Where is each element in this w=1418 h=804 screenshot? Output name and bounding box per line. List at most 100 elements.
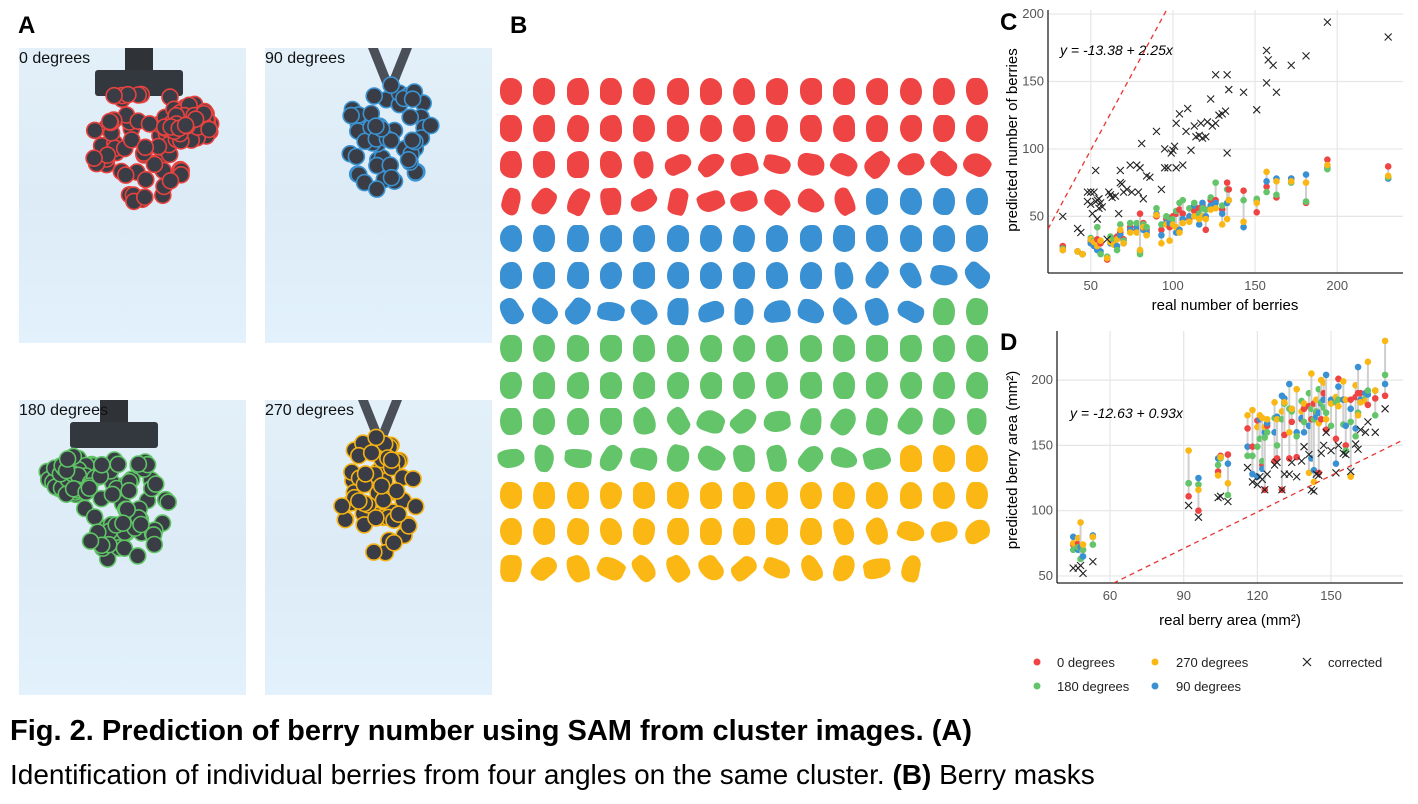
point-90-degrees <box>1354 363 1362 371</box>
berry-mask <box>799 371 822 399</box>
berry-mask <box>799 518 822 546</box>
point-corrected <box>1339 449 1348 458</box>
berry-mask <box>566 261 589 289</box>
berry-outline <box>367 117 385 135</box>
point-180-degrees <box>1254 443 1261 450</box>
point-corrected <box>1317 449 1326 458</box>
point-corrected <box>1098 203 1107 211</box>
berry-outline <box>365 543 383 561</box>
point-180-degrees <box>1273 442 1281 449</box>
berry-mask <box>566 151 589 179</box>
berry-mask <box>733 371 756 399</box>
point-corrected <box>1287 61 1296 70</box>
berry-mask <box>500 371 522 399</box>
point-270-degrees <box>1381 337 1389 345</box>
berry-mask <box>666 371 689 399</box>
berry-mask <box>699 114 722 142</box>
point-270-degrees <box>1103 254 1111 262</box>
berry-mask <box>733 481 756 509</box>
point-corrected <box>1137 139 1146 148</box>
cluster-illustration <box>341 48 440 198</box>
point-corrected <box>1214 493 1222 502</box>
point-270-degrees <box>1074 248 1081 255</box>
point-corrected <box>1323 18 1332 27</box>
y-tick-label: 150 <box>1022 73 1044 88</box>
berry-mask <box>733 224 756 252</box>
berry-mask <box>599 78 622 105</box>
berry-outline <box>161 172 180 190</box>
point-180-degrees <box>1094 223 1101 231</box>
point-180-degrees <box>1352 432 1359 440</box>
berry-mask <box>966 481 989 509</box>
berry-mask <box>799 334 822 362</box>
point-180-degrees <box>1153 204 1160 212</box>
point-corrected <box>1262 78 1271 87</box>
point-corrected <box>1346 467 1355 476</box>
berry-outline <box>200 120 218 139</box>
point-0-degrees <box>1253 209 1261 216</box>
point-corrected <box>1152 127 1161 136</box>
berry-mask <box>666 114 689 142</box>
berry-mask <box>932 78 955 105</box>
berry-mask <box>666 518 689 546</box>
point-270-degrees <box>1293 385 1300 393</box>
point-270-degrees <box>1059 246 1067 254</box>
berry-mask <box>500 408 522 436</box>
berry-mask <box>633 224 656 252</box>
point-270-degrees <box>1384 172 1392 180</box>
panel-a-letter: A <box>18 12 36 39</box>
point-270-degrees <box>1179 219 1187 227</box>
point-270-degrees <box>1176 229 1183 236</box>
berry-mask <box>699 78 722 105</box>
point-0-degrees <box>1136 210 1144 217</box>
point-corrected <box>1182 127 1190 136</box>
point-corrected <box>1083 188 1092 196</box>
point-0-degrees <box>1281 431 1288 439</box>
point-180-degrees <box>1224 491 1232 499</box>
berry-mask <box>500 481 522 509</box>
berry-mask <box>932 481 955 509</box>
point-90-degrees <box>1158 231 1165 239</box>
point-270-degrees <box>1342 396 1350 403</box>
point-corrected <box>1262 46 1271 55</box>
point-90-degrees <box>1263 177 1270 185</box>
berry-mask <box>699 371 722 399</box>
point-180-degrees <box>1195 481 1202 488</box>
berry-mask <box>533 334 556 362</box>
point-180-degrees <box>1214 461 1222 469</box>
point-270-degrees <box>1335 402 1342 410</box>
berry-mask <box>500 334 522 362</box>
berry-mask <box>932 371 955 399</box>
berry-mask <box>899 481 922 509</box>
point-270-degrees <box>1308 370 1315 377</box>
point-corrected <box>1292 472 1301 481</box>
point-0-degrees <box>1286 455 1293 462</box>
berry-outline <box>422 116 440 135</box>
point-corrected <box>1187 146 1195 155</box>
point-corrected <box>1216 492 1225 501</box>
berry-outline <box>382 451 401 469</box>
point-0-degrees <box>1371 395 1379 402</box>
berry-outline <box>116 166 135 184</box>
berry-mask <box>899 78 922 105</box>
point-corrected <box>1196 119 1205 128</box>
berry-outline <box>145 155 164 174</box>
point-270-degrees <box>1077 519 1084 526</box>
point-corrected <box>1079 569 1087 578</box>
berry-mask <box>932 224 955 252</box>
berry-outline <box>356 465 375 483</box>
berry-mask <box>599 334 622 362</box>
berry-mask <box>966 298 989 326</box>
point-270-degrees <box>1347 473 1354 481</box>
point-corrected <box>1278 485 1286 494</box>
point-90-degrees <box>1240 223 1247 231</box>
point-corrected <box>1312 470 1321 478</box>
point-corrected <box>1307 485 1316 494</box>
berry-mask <box>566 518 589 546</box>
berry-mask <box>599 408 622 436</box>
chart-c-xlabel: real number of berries <box>1152 297 1299 314</box>
berry-mask <box>766 518 789 546</box>
y-tick-label: 200 <box>1022 6 1044 21</box>
point-90-degrees <box>1195 474 1202 482</box>
legend-label-90: 90 degrees <box>1176 679 1242 694</box>
